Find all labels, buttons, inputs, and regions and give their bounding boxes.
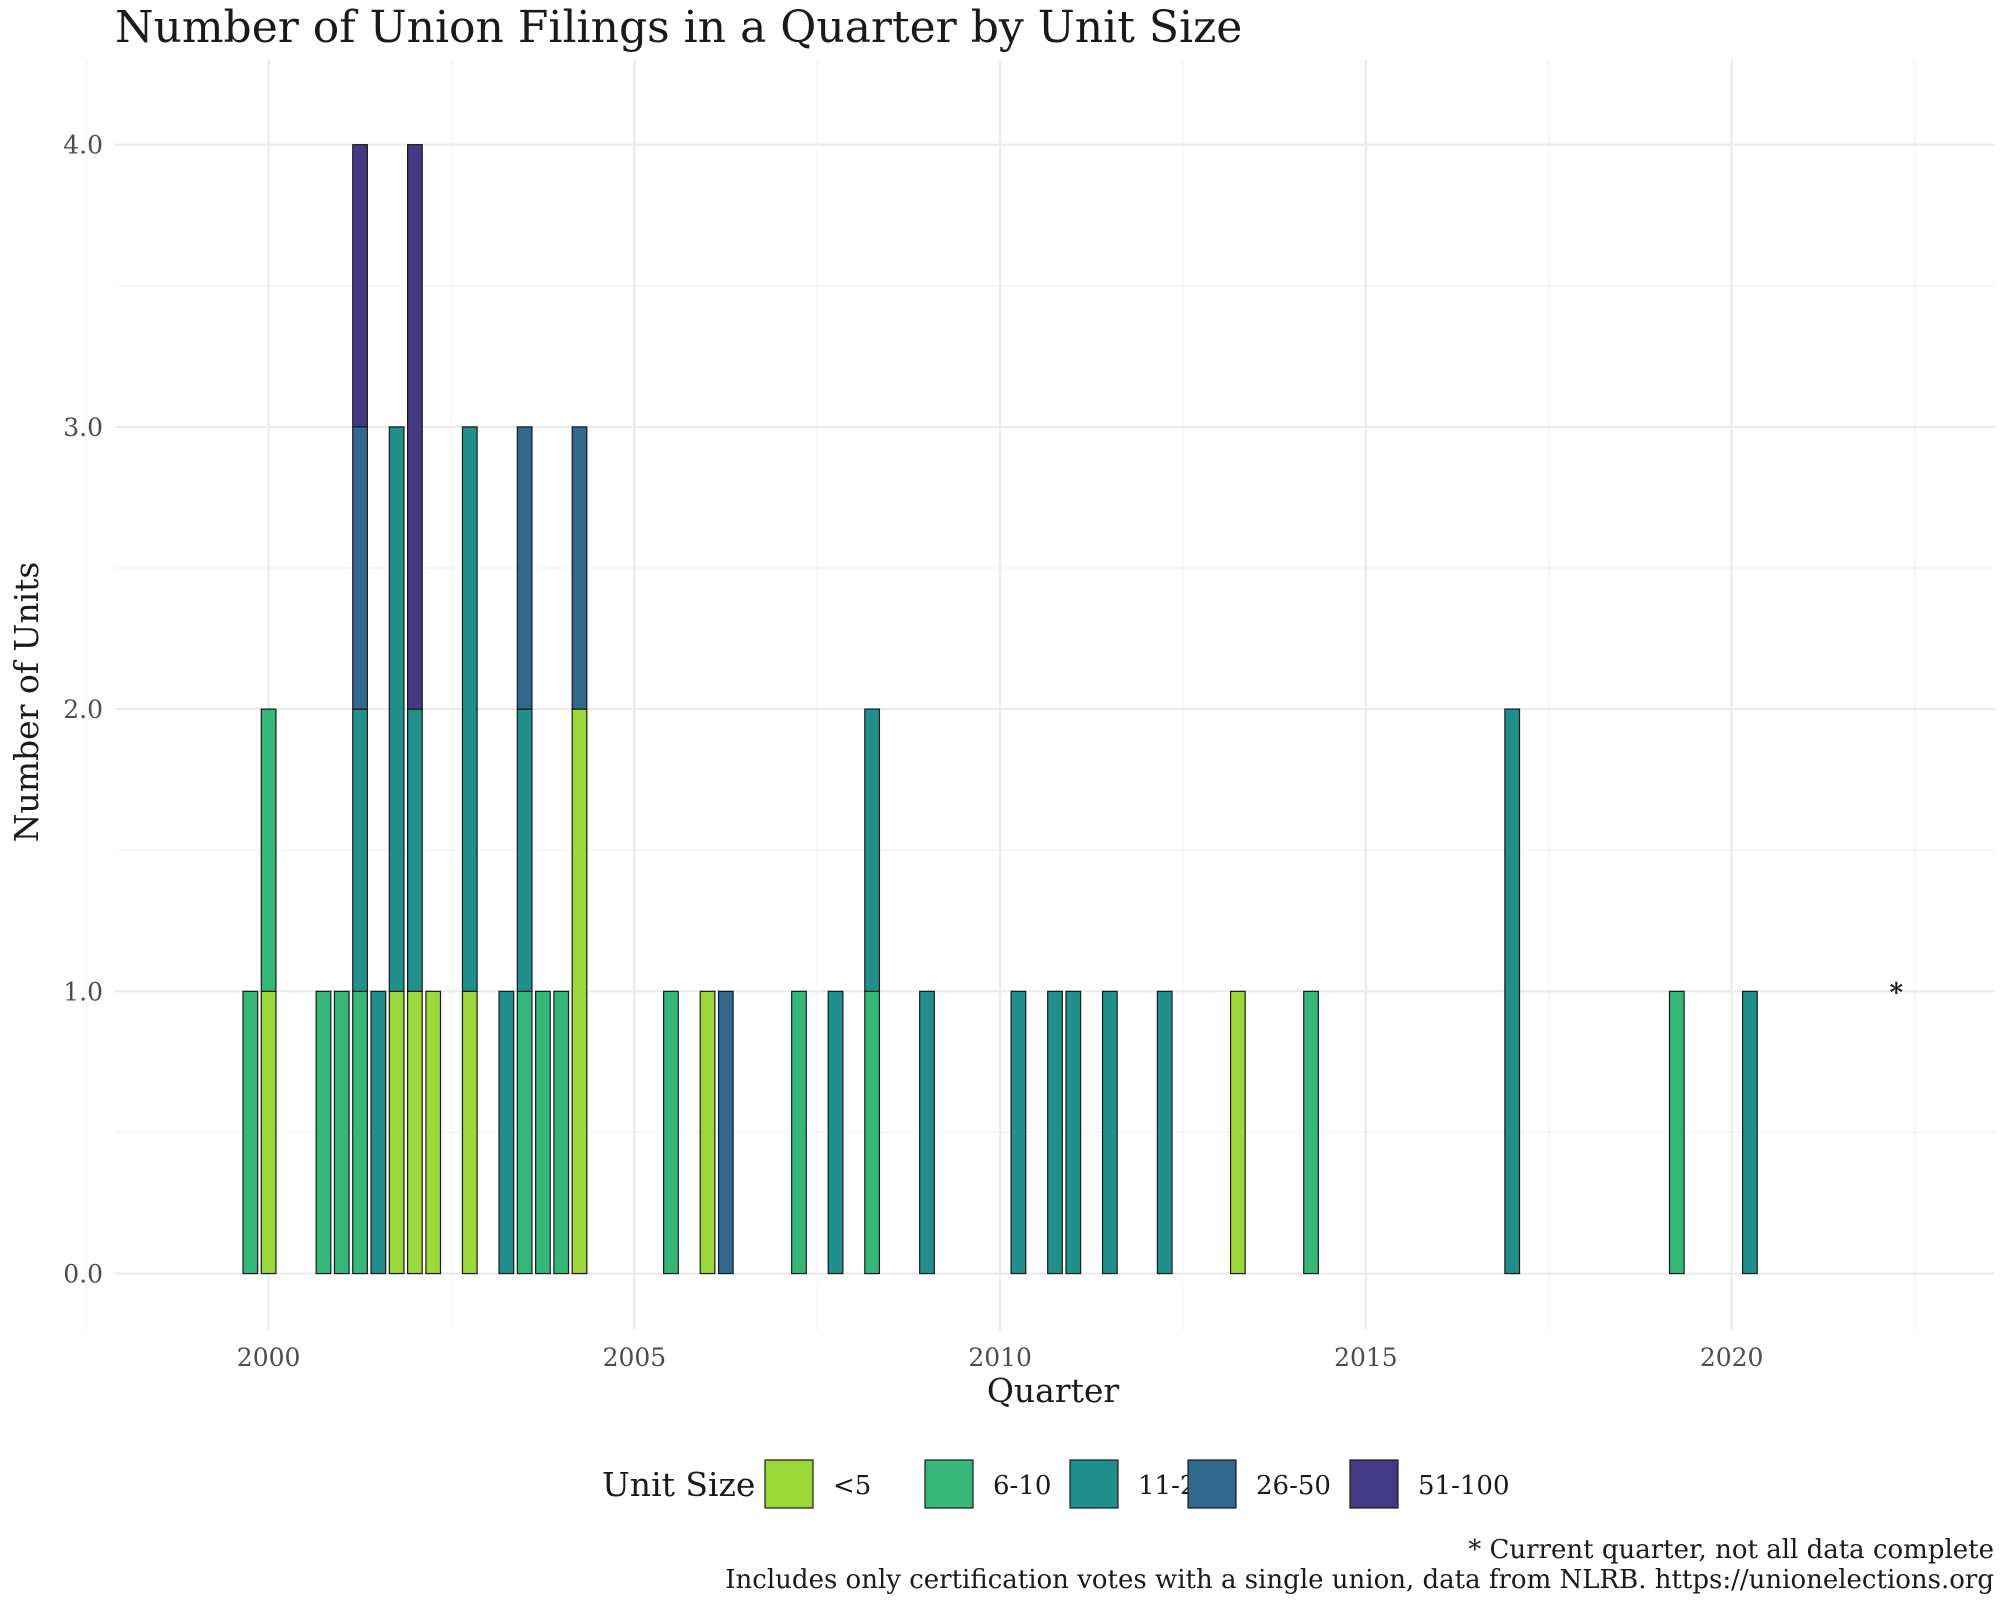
x-axis-title: Quarter [987,1371,1120,1410]
legend-swatch-4 [1349,1459,1399,1509]
bar-segment-2 [1010,990,1027,1275]
bar-segment-1 [333,990,350,1275]
bar-segment-2 [1047,990,1063,1275]
bars [242,144,1758,1275]
bar-segment-4 [352,144,368,428]
legend-swatch-0 [764,1459,814,1509]
bar-segment-3 [516,426,533,710]
y-tick-label: 1.0 [63,977,103,1006]
legend-label-1: 6-10 [993,1471,1051,1501]
bar-segment-2 [516,708,533,992]
y-axis-title: Number of Units [7,562,46,843]
bar-segment-1 [516,990,533,1275]
bar-segment-2 [1065,990,1082,1275]
bar-segment-1 [315,990,332,1275]
bar-segment-0 [388,990,405,1275]
legend: Unit Size <5 6-10 11-25 26-50 51-100 [602,1459,1510,1509]
bar-segment-1 [864,990,881,1275]
annotations: * [1889,978,1903,1008]
bar-segment-2 [388,426,405,992]
bar-segment-2 [461,426,478,992]
annotation-label: * [1889,978,1903,1008]
x-tick-label: 2020 [1700,1343,1764,1372]
bar-segment-2 [1156,990,1173,1275]
bar-segment-2 [1101,990,1118,1275]
caption-line-1: * Current quarter, not all data complete [1468,1535,1994,1565]
legend-label-3: 26-50 [1256,1471,1331,1501]
bar-segment-1 [242,990,259,1275]
x-tick-label: 2010 [968,1343,1032,1372]
bar-segment-2 [407,708,423,992]
bar-segment-1 [663,990,679,1275]
y-tick-label: 3.0 [63,413,103,442]
bar-segment-2 [352,708,368,992]
axis-ticks: 2000 2005 2010 2015 2020 0.0 1.0 2.0 3.0 4.0 [63,131,1763,1372]
bar-segment-0 [407,990,423,1275]
bar-segment-2 [1504,708,1521,1275]
legend-label-4: 51-100 [1418,1471,1510,1501]
bar-segment-0 [571,708,588,1275]
bar-segment-1 [553,990,570,1275]
legend-title: Unit Size [602,1465,755,1504]
bar-segment-0 [1229,990,1246,1275]
caption-line-2: Includes only certification votes with a… [725,1565,1994,1595]
legend-swatch-2 [1069,1459,1119,1509]
bar-segment-4 [407,144,423,710]
bar-segment-0 [425,990,442,1275]
bar-segment-2 [370,990,387,1275]
bar-segment-0 [461,990,478,1275]
bar-segment-2 [919,990,935,1275]
x-tick-label: 2015 [1334,1343,1398,1372]
x-tick-label: 2005 [603,1343,667,1372]
bar-segment-3 [571,426,588,710]
bar-segment-1 [1668,990,1685,1275]
bar-segment-2 [498,990,515,1275]
bar-segment-2 [1742,990,1758,1275]
bar-segment-1 [535,990,551,1275]
y-tick-label: 4.0 [63,131,103,160]
bar-segment-1 [352,990,368,1275]
bar-segment-0 [260,990,277,1275]
chart-title: Number of Union Filings in a Quarter by … [115,2,1242,53]
y-tick-label: 2.0 [63,695,103,724]
bar-segment-3 [717,990,734,1275]
bar-segment-1 [791,990,807,1275]
y-tick-label: 0.0 [63,1260,103,1289]
bar-segment-3 [352,426,368,710]
legend-label-0: <5 [833,1471,871,1501]
bar-segment-1 [1303,990,1319,1275]
legend-swatch-1 [924,1459,974,1509]
bar-segment-2 [827,990,844,1275]
bar-segment-2 [864,708,881,992]
bar-segment-1 [260,708,277,992]
x-tick-label: 2000 [237,1343,301,1372]
legend-swatch-3 [1187,1459,1237,1509]
bar-segment-0 [699,990,716,1275]
